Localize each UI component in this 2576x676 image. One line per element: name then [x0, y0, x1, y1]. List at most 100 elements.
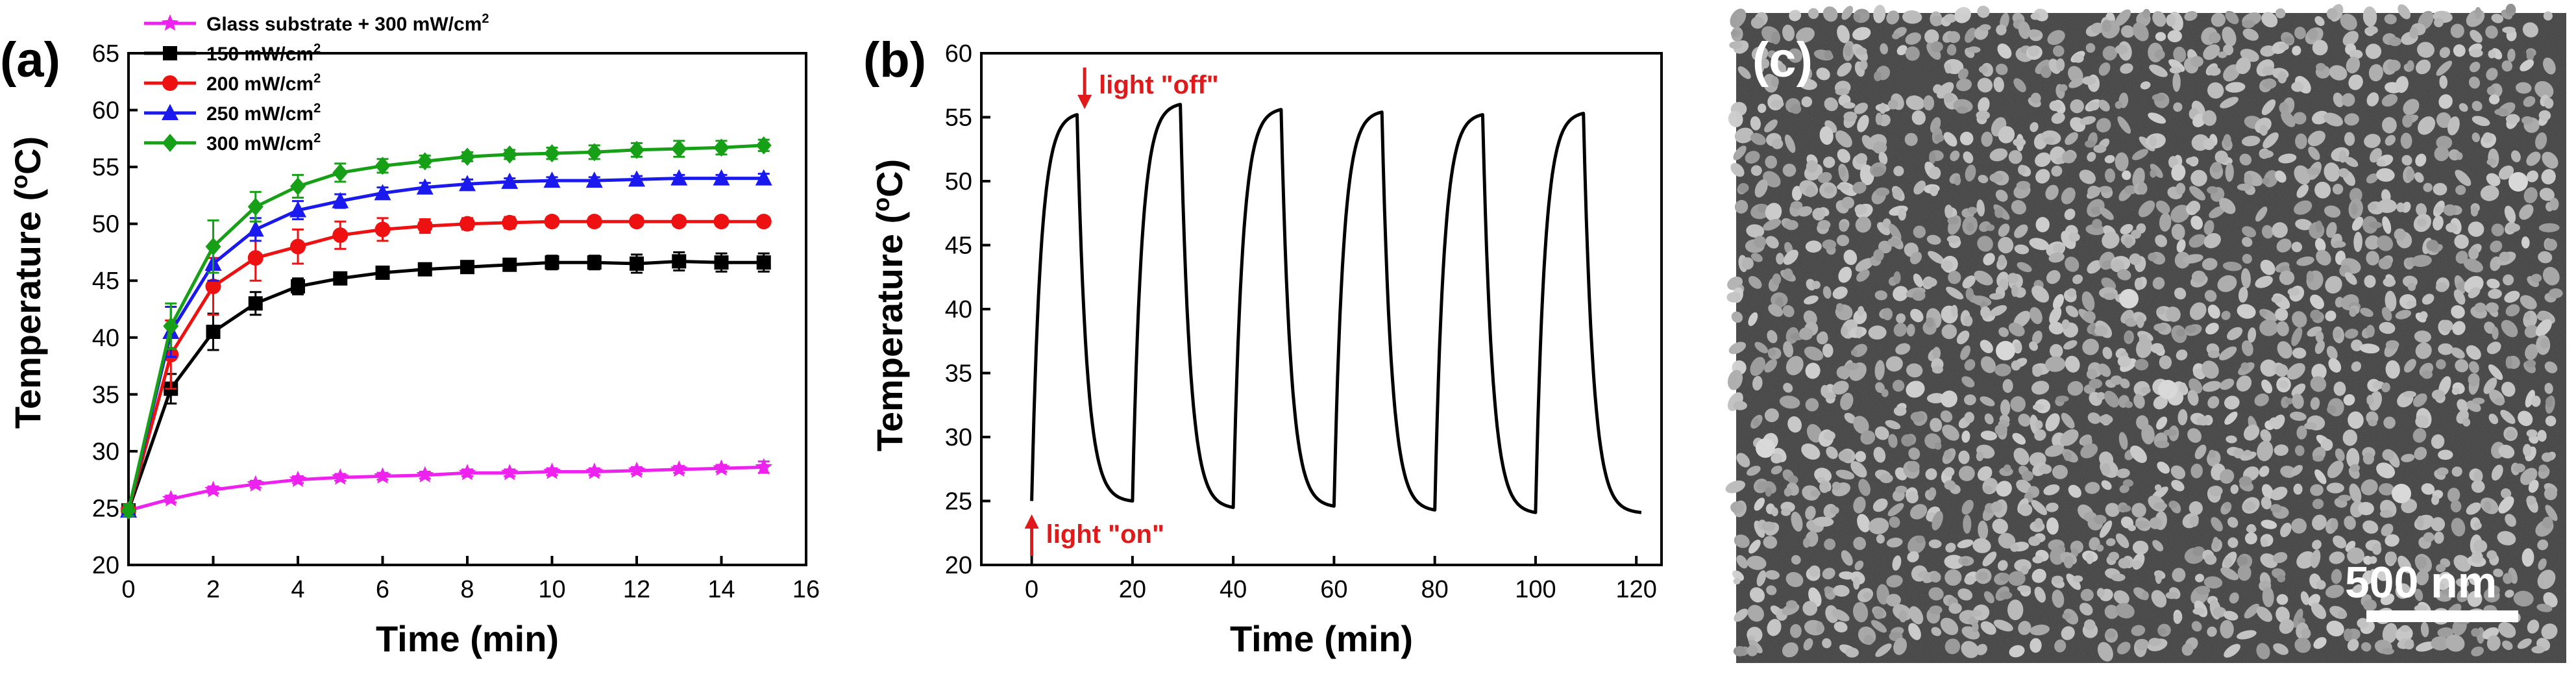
- legend-marker: [162, 75, 178, 91]
- data-point: [755, 214, 772, 230]
- panel-b-xtick-label: 0: [1025, 576, 1038, 603]
- light-on-label: light "on": [1046, 520, 1164, 549]
- data-point: [375, 265, 390, 280]
- panel-a-xtick-label: 2: [206, 576, 220, 603]
- panel-b-xtick-label: 120: [1615, 576, 1656, 603]
- data-point: [374, 467, 391, 484]
- panel-a-ylabel-degree: o: [6, 175, 32, 189]
- data-point: [247, 250, 264, 266]
- panel-a-ylabel: Temperature (oC): [6, 136, 48, 429]
- panel-b-ytick-label: 35: [945, 360, 972, 388]
- data-point: [417, 262, 432, 277]
- panel-b-ytick-label: 20: [945, 552, 972, 579]
- data-point: [500, 464, 519, 481]
- panel-a-xtick-label: 4: [291, 576, 304, 603]
- data-point: [586, 143, 602, 162]
- data-point: [713, 214, 730, 230]
- panel-b-ytick-label: 55: [945, 105, 972, 132]
- data-point: [416, 466, 434, 482]
- panel-a-ytick-label: 45: [92, 268, 119, 295]
- panel-b-xtick-label: 100: [1515, 576, 1556, 603]
- series-4: [121, 136, 772, 520]
- data-point: [291, 279, 305, 294]
- series-line: [127, 259, 764, 511]
- panel-b-xtick-label: 60: [1320, 576, 1347, 603]
- data-point: [755, 136, 772, 155]
- scale-bar: [2366, 610, 2518, 622]
- data-point: [458, 464, 476, 481]
- data-point: [501, 172, 519, 189]
- legend-label-text: Glass substrate + 300 mW/cm: [206, 14, 482, 35]
- panel-b-ytick-label: 50: [945, 168, 972, 195]
- panel-a-ytick-label: 55: [92, 154, 119, 181]
- data-point: [628, 461, 646, 478]
- data-point: [416, 178, 434, 195]
- panel-a-ytick-label: 65: [92, 40, 119, 68]
- panel-a-xlabel: Time (min): [376, 618, 559, 659]
- series-1: [121, 251, 771, 518]
- panel-b-ytick-label: 25: [945, 488, 972, 516]
- series-line: [127, 144, 764, 511]
- panel-a-xtick-label: 8: [460, 576, 474, 603]
- data-point: [332, 163, 349, 182]
- panel-b-ylabel-degree: o: [868, 197, 894, 212]
- panel-c: (c) 500 nm: [1725, 3, 2566, 663]
- arrow-on-head: [1024, 514, 1039, 529]
- panel-a-ytick-label: 35: [92, 381, 119, 408]
- data-point: [290, 238, 306, 255]
- legend-marker: [161, 14, 179, 31]
- data-point: [629, 214, 644, 230]
- data-point: [332, 192, 349, 208]
- data-point: [713, 459, 730, 476]
- panel-a: (a) 0 2 4 6 8 10 12 14 16 20 25 30 35 40 45 50 55 60 65 Gl…: [0, 12, 820, 659]
- panel-b-series: [1030, 103, 1642, 514]
- panel-a-ytick-label: 20: [92, 552, 119, 579]
- data-point: [586, 214, 602, 230]
- panel-a-ytick-label: 30: [92, 438, 119, 466]
- panel-a-series: [119, 136, 773, 520]
- data-point: [502, 257, 517, 272]
- data-point: [204, 481, 222, 497]
- data-point: [333, 271, 348, 286]
- panel-a-ytick-label: 40: [92, 325, 119, 352]
- data-point: [163, 317, 179, 336]
- legend-label: 300 mW/cm2: [206, 131, 321, 155]
- temperature-curve: [1030, 103, 1642, 514]
- arrow-off-head: [1077, 95, 1092, 109]
- data-point: [671, 214, 687, 230]
- panel-a-xtick-label: 12: [623, 576, 650, 603]
- sem-image-noise: [1736, 13, 2566, 663]
- legend-label-superscript: 2: [313, 131, 321, 145]
- panel-a-ytick-label: 50: [92, 211, 119, 238]
- data-point: [374, 156, 391, 175]
- data-point: [374, 221, 391, 238]
- data-point: [628, 170, 645, 187]
- data-point: [502, 214, 518, 231]
- data-point: [162, 490, 180, 507]
- scale-bar-label: 500 nm: [2345, 558, 2497, 607]
- panel-b-ylabel: Temperature (oC): [868, 159, 910, 451]
- data-point: [121, 501, 136, 520]
- data-point: [671, 140, 687, 158]
- data-point: [714, 255, 729, 270]
- data-point: [331, 468, 349, 485]
- data-point: [289, 470, 307, 487]
- panel-b-ytick-label: 45: [945, 232, 972, 260]
- panel-a-ytick-label: 60: [92, 97, 119, 125]
- series-line: [128, 465, 764, 512]
- data-point: [460, 216, 475, 232]
- legend-label: 150 mW/cm2: [206, 42, 321, 65]
- legend-label-text: 250 mW/cm: [206, 103, 313, 125]
- data-point: [206, 325, 221, 340]
- data-point: [630, 256, 644, 271]
- data-point: [205, 278, 221, 294]
- data-point: [417, 218, 433, 234]
- data-point: [670, 169, 688, 186]
- data-point: [205, 237, 221, 256]
- panel-b-ylabel-unit: C): [869, 159, 910, 197]
- legend-marker: [163, 46, 177, 60]
- data-point: [543, 462, 561, 479]
- data-point: [502, 145, 518, 164]
